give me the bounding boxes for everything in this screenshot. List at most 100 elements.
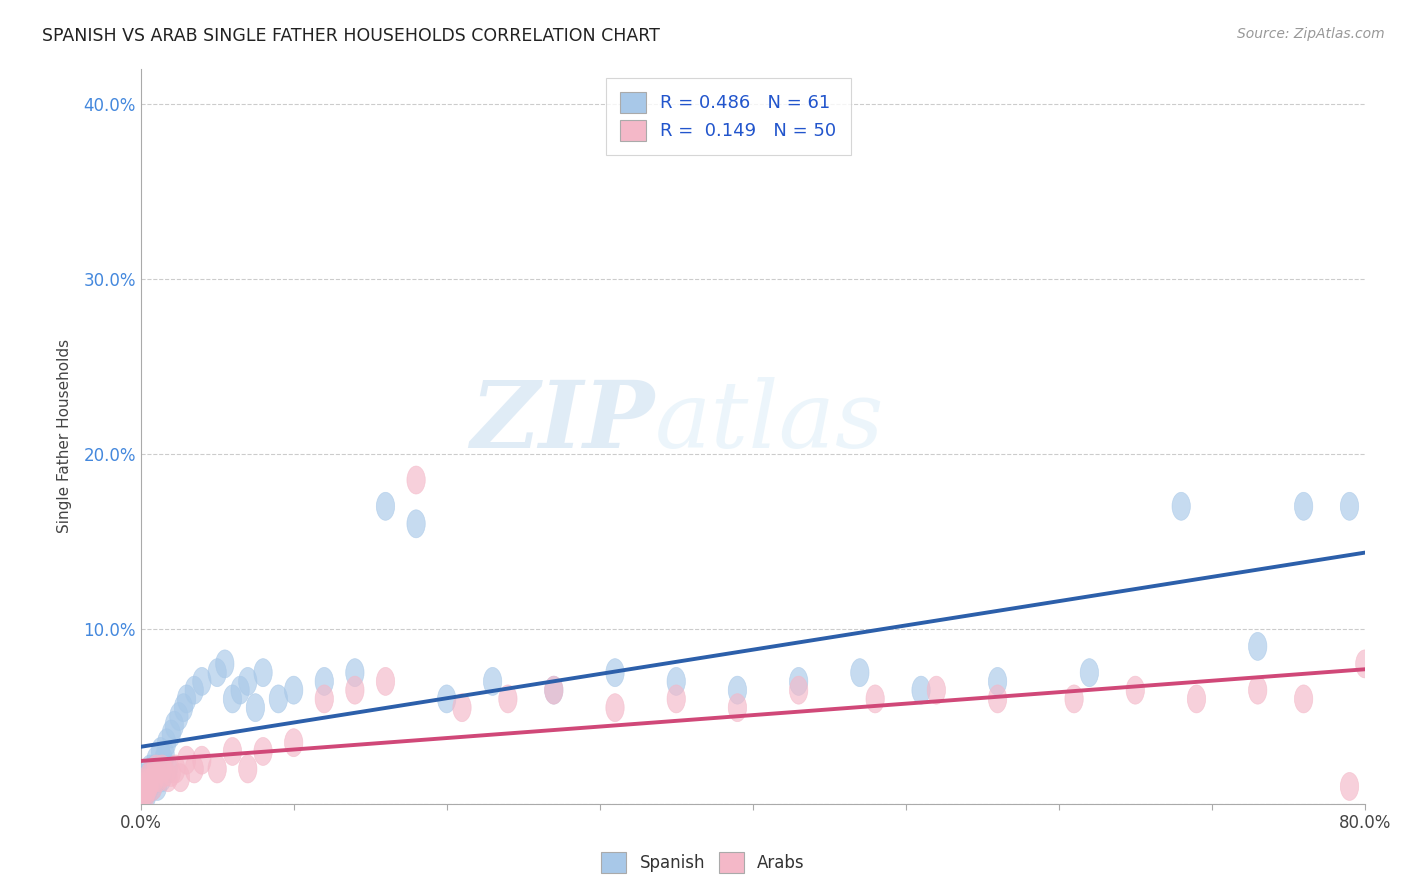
Ellipse shape: [224, 685, 242, 713]
Ellipse shape: [156, 758, 174, 787]
Ellipse shape: [139, 764, 157, 792]
Ellipse shape: [406, 510, 425, 538]
Ellipse shape: [139, 772, 157, 800]
Ellipse shape: [1295, 685, 1313, 713]
Ellipse shape: [1249, 676, 1267, 704]
Ellipse shape: [162, 758, 180, 787]
Ellipse shape: [1187, 685, 1206, 713]
Ellipse shape: [159, 755, 177, 783]
Ellipse shape: [239, 755, 257, 783]
Ellipse shape: [544, 676, 562, 704]
Ellipse shape: [138, 772, 156, 800]
Ellipse shape: [544, 676, 562, 704]
Ellipse shape: [851, 658, 869, 687]
Ellipse shape: [484, 667, 502, 696]
Ellipse shape: [912, 676, 931, 704]
Ellipse shape: [988, 685, 1007, 713]
Ellipse shape: [150, 764, 169, 792]
Ellipse shape: [186, 676, 204, 704]
Ellipse shape: [139, 776, 157, 804]
Ellipse shape: [377, 492, 395, 520]
Ellipse shape: [136, 781, 155, 809]
Ellipse shape: [136, 769, 155, 797]
Ellipse shape: [155, 747, 173, 774]
Ellipse shape: [157, 729, 176, 756]
Ellipse shape: [284, 729, 302, 756]
Ellipse shape: [406, 466, 425, 494]
Ellipse shape: [142, 769, 160, 797]
Ellipse shape: [1064, 685, 1083, 713]
Ellipse shape: [136, 776, 155, 804]
Ellipse shape: [153, 764, 172, 792]
Ellipse shape: [148, 772, 167, 800]
Ellipse shape: [177, 747, 195, 774]
Ellipse shape: [927, 676, 946, 704]
Legend: R = 0.486   N = 61, R =  0.149   N = 50: R = 0.486 N = 61, R = 0.149 N = 50: [606, 78, 851, 155]
Ellipse shape: [156, 741, 174, 769]
Ellipse shape: [1080, 658, 1098, 687]
Ellipse shape: [186, 755, 204, 783]
Ellipse shape: [728, 676, 747, 704]
Ellipse shape: [208, 658, 226, 687]
Ellipse shape: [315, 685, 333, 713]
Ellipse shape: [174, 694, 193, 722]
Ellipse shape: [239, 667, 257, 696]
Text: SPANISH VS ARAB SINGLE FATHER HOUSEHOLDS CORRELATION CHART: SPANISH VS ARAB SINGLE FATHER HOUSEHOLDS…: [42, 27, 659, 45]
Ellipse shape: [284, 676, 302, 704]
Ellipse shape: [146, 764, 165, 792]
Ellipse shape: [499, 685, 517, 713]
Ellipse shape: [346, 676, 364, 704]
Ellipse shape: [146, 747, 165, 774]
Ellipse shape: [177, 685, 195, 713]
Ellipse shape: [141, 769, 159, 797]
Ellipse shape: [135, 781, 153, 809]
Ellipse shape: [254, 738, 273, 765]
Ellipse shape: [224, 738, 242, 765]
Ellipse shape: [142, 758, 160, 787]
Text: Source: ZipAtlas.com: Source: ZipAtlas.com: [1237, 27, 1385, 41]
Ellipse shape: [1249, 632, 1267, 660]
Ellipse shape: [141, 772, 159, 800]
Text: atlas: atlas: [655, 376, 884, 467]
Ellipse shape: [988, 667, 1007, 696]
Ellipse shape: [152, 738, 170, 765]
Y-axis label: Single Father Households: Single Father Households: [58, 339, 72, 533]
Ellipse shape: [134, 781, 152, 809]
Ellipse shape: [1355, 650, 1374, 678]
Ellipse shape: [1173, 492, 1191, 520]
Ellipse shape: [1371, 641, 1389, 669]
Ellipse shape: [1126, 676, 1144, 704]
Ellipse shape: [315, 667, 333, 696]
Ellipse shape: [208, 755, 226, 783]
Ellipse shape: [141, 755, 159, 783]
Ellipse shape: [789, 667, 808, 696]
Ellipse shape: [145, 755, 163, 783]
Ellipse shape: [1295, 492, 1313, 520]
Ellipse shape: [269, 685, 288, 713]
Ellipse shape: [146, 755, 165, 783]
Ellipse shape: [159, 764, 177, 792]
Ellipse shape: [1340, 492, 1358, 520]
Ellipse shape: [606, 694, 624, 722]
Ellipse shape: [193, 747, 211, 774]
Ellipse shape: [170, 702, 188, 731]
Ellipse shape: [453, 694, 471, 722]
Ellipse shape: [666, 685, 685, 713]
Ellipse shape: [437, 685, 456, 713]
Text: ZIP: ZIP: [471, 376, 655, 467]
Legend: Spanish, Arabs: Spanish, Arabs: [595, 846, 811, 880]
Ellipse shape: [138, 776, 156, 804]
Ellipse shape: [153, 755, 172, 783]
Ellipse shape: [377, 667, 395, 696]
Ellipse shape: [231, 676, 249, 704]
Ellipse shape: [142, 758, 160, 787]
Ellipse shape: [162, 720, 180, 748]
Ellipse shape: [150, 755, 169, 783]
Ellipse shape: [138, 781, 156, 809]
Ellipse shape: [172, 764, 190, 792]
Ellipse shape: [145, 764, 163, 792]
Ellipse shape: [134, 781, 152, 809]
Ellipse shape: [215, 650, 233, 678]
Ellipse shape: [167, 755, 186, 783]
Ellipse shape: [135, 772, 153, 800]
